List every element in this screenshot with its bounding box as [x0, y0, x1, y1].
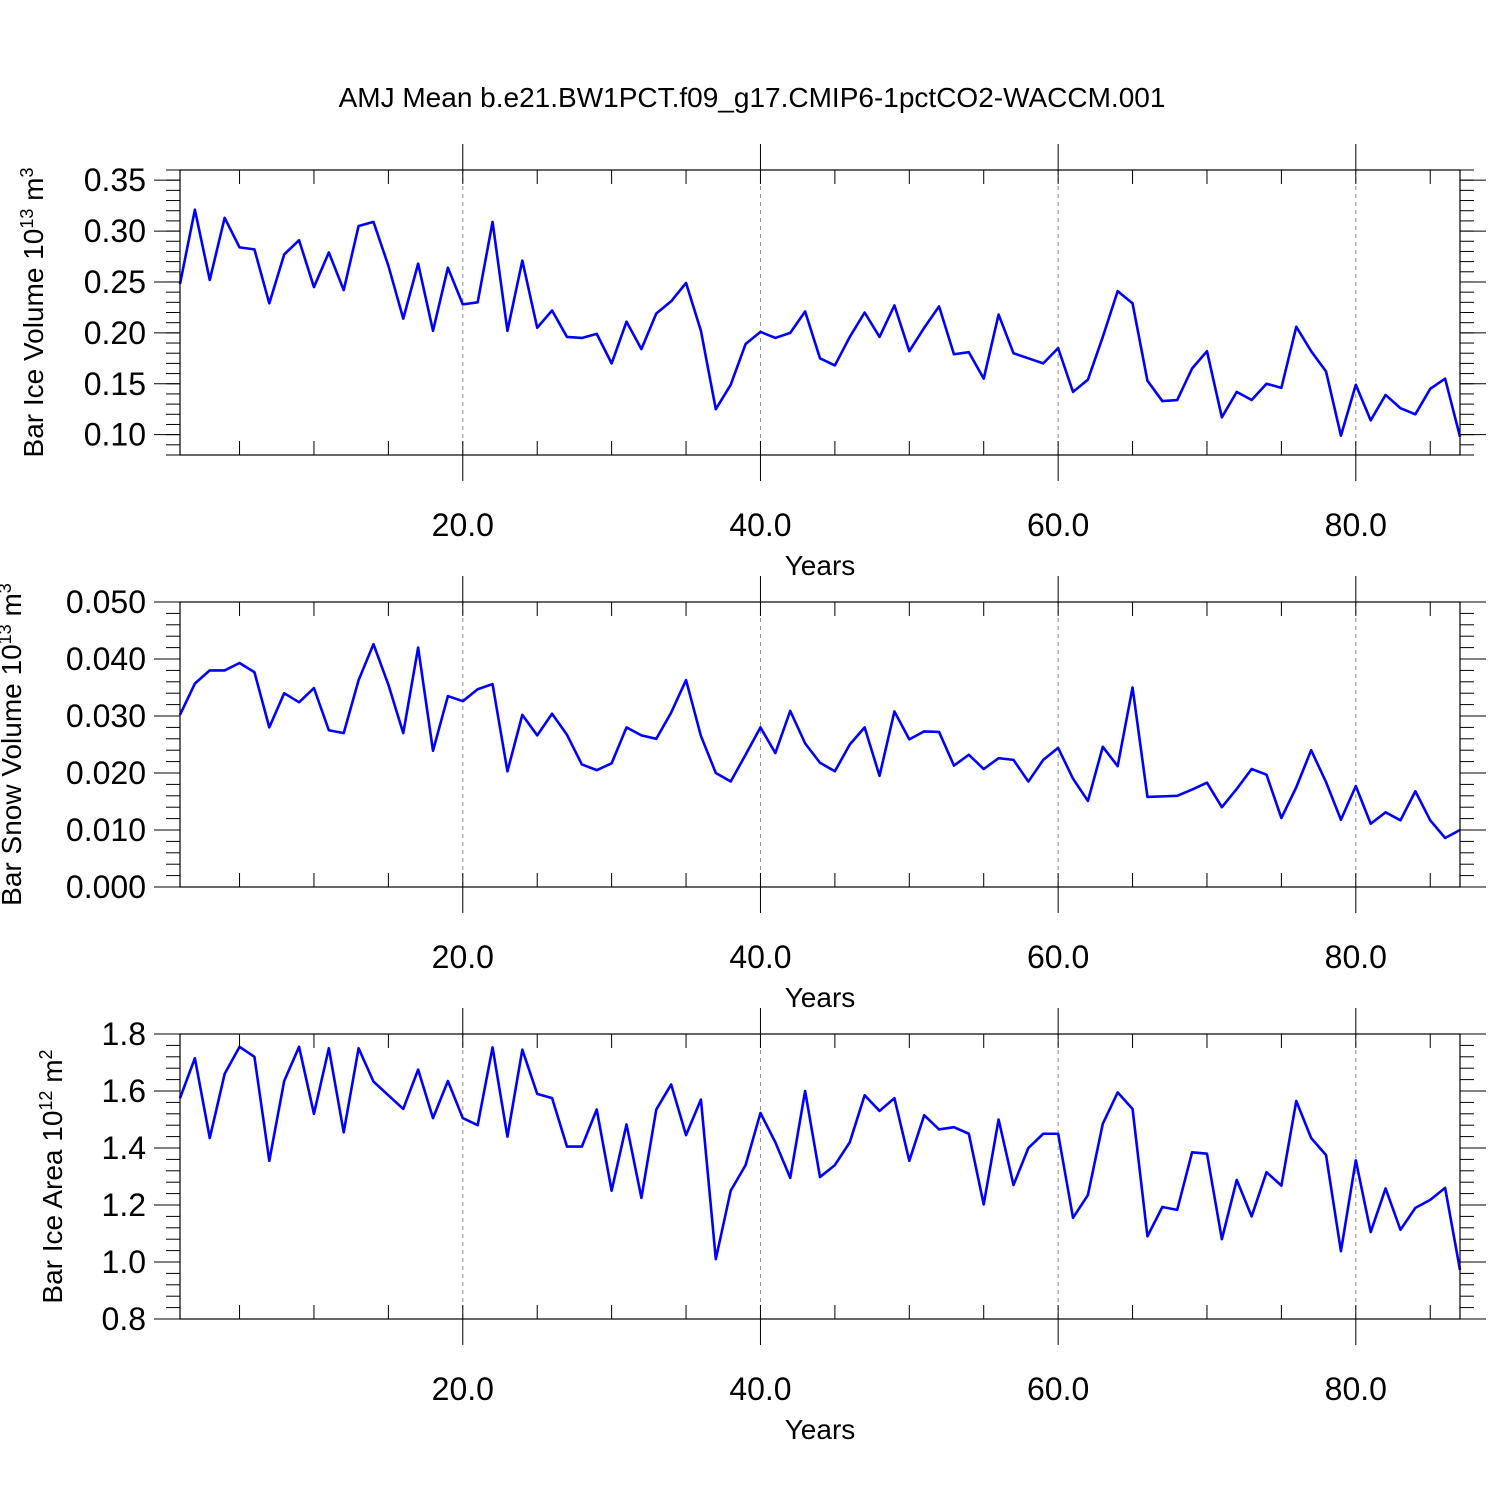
- y-axis-title: Bar Ice Area 1012 m2: [36, 1049, 68, 1303]
- y-axis-title-superscript: 13: [0, 624, 15, 644]
- y-axis-title-superscript: 12: [36, 1091, 56, 1111]
- x-tick-label: 80.0: [1325, 939, 1387, 975]
- y-axis-title: Bar Ice Volume 1013 m3: [17, 168, 49, 458]
- panel-3: 0.8 1.0 1.2 1.4 1.6 1.8 20.0 40.0 60.0 80.0 Years B…: [36, 1008, 1486, 1445]
- y-axis-title-text: m: [37, 1059, 68, 1090]
- y-tick-label: 0.20: [84, 315, 146, 351]
- y-tick-label: 1.6: [102, 1073, 146, 1109]
- y-axis-title-text: Bar Ice Volume 10: [18, 229, 49, 458]
- y-tick-label: 0.010: [66, 812, 146, 848]
- x-tick-label: 80.0: [1325, 507, 1387, 543]
- y-tick-label: 0.020: [66, 755, 146, 791]
- y-tick-label: 1.8: [102, 1016, 146, 1052]
- plot-frame: [179, 601, 1461, 888]
- x-tick-label: 20.0: [432, 1371, 494, 1407]
- y-axis-title-text: m: [18, 178, 49, 209]
- y-axis-title: Bar Snow Volume 1013 m3: [0, 583, 27, 906]
- x-tick-label: 60.0: [1027, 939, 1089, 975]
- panel-2: 0.000 0.010 0.020 0.030 0.040 0.050 20.0 40.0 60…: [0, 576, 1486, 1013]
- y-axis-title-superscript: 13: [17, 209, 37, 229]
- plot-frame: [179, 1033, 1461, 1320]
- series-line: [178, 208, 1462, 438]
- y-tick-label: 0.15: [84, 366, 146, 402]
- y-tick-label: 0.030: [66, 698, 146, 734]
- figure-title: AMJ Mean b.e21.BW1PCT.f09_g17.CMIP6-1pct…: [339, 82, 1166, 113]
- y-axis-title-text: m: [0, 593, 27, 624]
- y-tick-label: 0.040: [66, 641, 146, 677]
- y-tick-label: 1.0: [102, 1244, 146, 1280]
- y-axis-title-superscript: 3: [0, 583, 15, 593]
- plot-frame: [179, 169, 1461, 456]
- panel-1: 0.10 0.15 0.20 0.25 0.30 0.35 20.0 40.0 60.0 80.0…: [17, 144, 1486, 581]
- series-line: [178, 1045, 1462, 1271]
- x-axis-title: Years: [785, 550, 856, 581]
- x-tick-label: 20.0: [432, 507, 494, 543]
- series-line: [178, 642, 1461, 840]
- y-tick-label: 0.000: [66, 869, 146, 905]
- y-axis-title-text: Bar Ice Area 10: [37, 1111, 68, 1304]
- x-axis-title: Years: [785, 1414, 856, 1445]
- y-tick-label: 0.25: [84, 264, 146, 300]
- x-tick-label: 80.0: [1325, 1371, 1387, 1407]
- y-tick-label: 0.35: [84, 162, 146, 198]
- y-tick-label: 0.050: [66, 584, 146, 620]
- y-axis-title-superscript: 2: [36, 1049, 56, 1059]
- x-tick-label: 40.0: [729, 939, 791, 975]
- y-axis-title-text: Bar Snow Volume 10: [0, 644, 27, 906]
- y-tick-label: 0.10: [84, 417, 146, 453]
- panels-container: 0.10 0.15 0.20 0.25 0.30 0.35 20.0 40.0 60.0 80.0…: [0, 144, 1486, 1445]
- x-axis-title: Years: [785, 982, 856, 1013]
- y-tick-label: 1.2: [102, 1187, 146, 1223]
- x-tick-label: 40.0: [729, 507, 791, 543]
- y-tick-label: 0.8: [102, 1301, 146, 1337]
- y-axis-title-superscript: 3: [17, 168, 37, 178]
- x-tick-label: 40.0: [729, 1371, 791, 1407]
- x-tick-label: 60.0: [1027, 1371, 1089, 1407]
- x-tick-label: 20.0: [432, 939, 494, 975]
- y-tick-label: 1.4: [102, 1130, 146, 1166]
- x-tick-label: 60.0: [1027, 507, 1089, 543]
- y-tick-label: 0.30: [84, 213, 146, 249]
